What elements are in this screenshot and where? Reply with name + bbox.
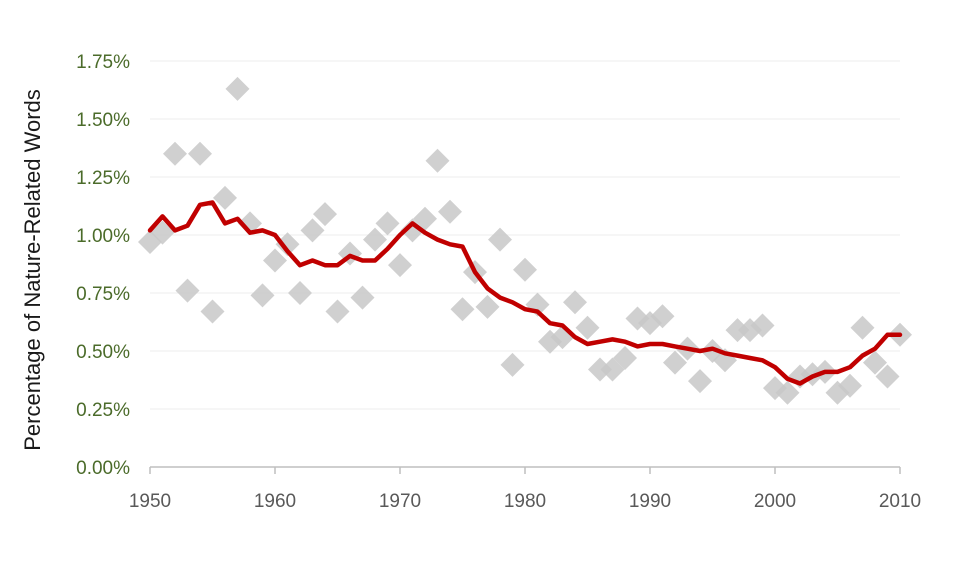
scatter-point (213, 185, 237, 210)
y-tick-label: 0.25% (76, 400, 130, 421)
y-tick-label: 0.50% (76, 342, 130, 363)
y-tick-label: 1.75% (76, 52, 130, 73)
scatter-point (275, 232, 300, 257)
scatter-point (388, 253, 412, 278)
scatter-point (225, 76, 250, 101)
scatter-point (325, 299, 350, 324)
trend-line (147, 200, 903, 386)
y-axis-label: Percentage of Nature-Related Words (20, 89, 45, 451)
scatter-point (413, 206, 437, 231)
scatter-point (288, 281, 312, 305)
scatter-point (300, 218, 325, 243)
y-tick-label: 0.75% (76, 284, 130, 305)
scatter-point (775, 380, 800, 405)
x-tick-label: 1950 (129, 491, 171, 512)
scatter-point (350, 285, 375, 310)
y-tick-label: 1.50% (76, 110, 130, 131)
scatter-point (450, 297, 475, 322)
scatter-points (138, 76, 912, 405)
scatter-point (250, 283, 275, 308)
axes (149, 466, 901, 474)
scatter-point (850, 315, 875, 340)
scatter-point (650, 304, 675, 329)
scatter-point (400, 218, 425, 243)
y-tick-label: 0.00% (76, 458, 130, 479)
x-tick-label: 2000 (754, 491, 796, 512)
y-tick-label: 1.25% (76, 168, 130, 189)
x-tick-labels: 1950 1960 1970 1980 1990 2000 2010 (129, 491, 921, 512)
scatter-point (513, 257, 537, 282)
scatter-point (875, 364, 900, 389)
scatter-point (575, 315, 600, 340)
gridlines (150, 60, 900, 410)
scatter-point (313, 202, 337, 227)
scatter-point (375, 211, 400, 236)
scatter-point (175, 278, 200, 303)
trend-line-group (147, 200, 903, 386)
scatter-point (475, 294, 500, 319)
scatter-point (150, 220, 175, 245)
scatter-point (188, 141, 212, 166)
scatter-point (563, 290, 587, 315)
scatter-point (438, 199, 462, 224)
scatter-point (500, 352, 525, 377)
scatter-point (838, 373, 862, 398)
scatter-point (425, 148, 450, 173)
scatter-point (863, 350, 887, 375)
y-tick-label: 1.00% (76, 226, 130, 247)
scatter-point (688, 369, 712, 394)
scatter-point (263, 248, 287, 273)
x-tick-label: 1990 (629, 491, 671, 512)
scatter-point (163, 141, 187, 166)
scatter-point (200, 299, 225, 324)
scatter-point (488, 227, 512, 252)
x-tick-label: 1960 (254, 491, 296, 512)
scatter-point (663, 350, 687, 375)
y-tick-labels: 0.00% 0.25% 0.50% 0.75% 1.00% 1.25% 1.50% 1.75% (76, 52, 130, 479)
x-tick-label: 1980 (504, 491, 546, 512)
scatter-point (600, 357, 625, 382)
scatter-point (588, 357, 612, 382)
scatter-point (363, 227, 387, 252)
x-tick-label: 2010 (879, 491, 921, 512)
scatter-point (750, 313, 775, 338)
scatter-point (725, 318, 750, 343)
x-tick-label: 1970 (379, 491, 421, 512)
scatter-point (613, 345, 637, 370)
